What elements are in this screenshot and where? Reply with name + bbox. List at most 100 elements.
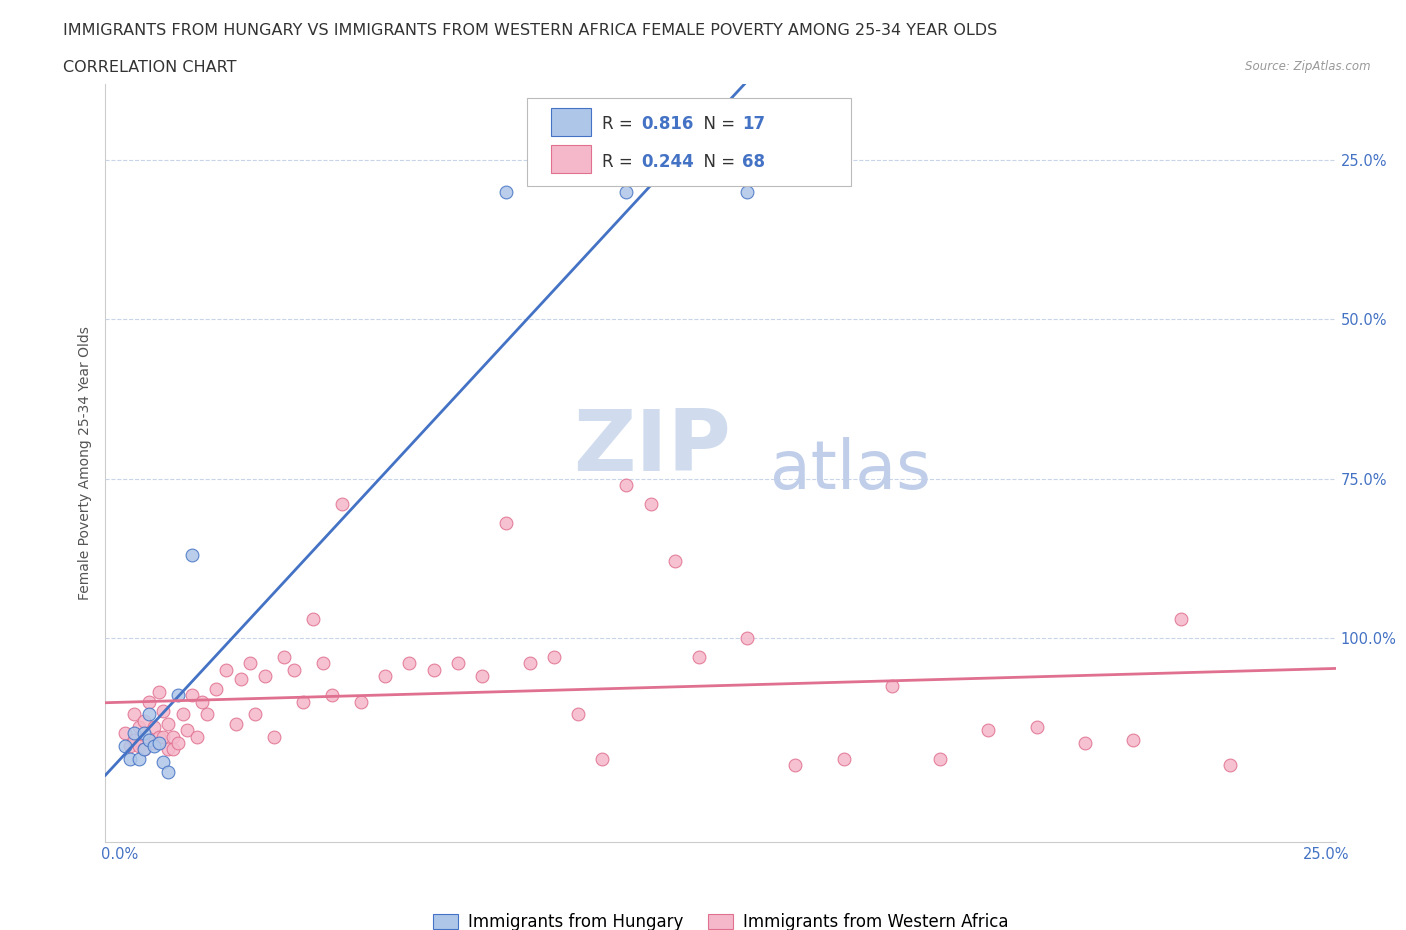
Text: N =: N = (693, 115, 741, 133)
Point (138, 694, 160, 709)
Point (166, 687, 188, 702)
Point (138, 732, 160, 747)
Point (1025, 720, 1047, 735)
Point (138, 707, 160, 722)
Point (172, 707, 194, 722)
Point (195, 707, 218, 722)
Text: 0.816: 0.816 (641, 115, 693, 133)
Point (243, 707, 266, 722)
Point (142, 720, 165, 735)
Point (495, 516, 517, 531)
Y-axis label: Female Poverty Among 25-34 Year Olds: Female Poverty Among 25-34 Year Olds (79, 326, 93, 600)
Point (181, 548, 204, 563)
Point (567, 707, 589, 722)
Point (148, 729, 170, 744)
Point (128, 751, 150, 766)
Point (292, 694, 315, 709)
Point (543, 649, 565, 664)
Point (1170, 611, 1192, 626)
Point (114, 726, 136, 741)
Point (446, 656, 468, 671)
Point (124, 707, 146, 722)
Point (132, 742, 155, 757)
Point (157, 716, 180, 731)
Point (471, 669, 494, 684)
Text: R =: R = (602, 153, 638, 170)
Point (735, 631, 758, 645)
Point (162, 742, 184, 757)
Point (880, 678, 903, 693)
Point (128, 720, 150, 735)
Point (929, 751, 952, 766)
Point (152, 754, 174, 769)
Point (422, 662, 444, 677)
Point (283, 662, 305, 677)
Text: 0.244: 0.244 (641, 153, 695, 170)
Point (162, 729, 184, 744)
Point (148, 736, 170, 751)
Point (664, 554, 686, 569)
Point (374, 669, 396, 684)
Point (181, 687, 204, 702)
Point (148, 684, 170, 699)
Point (688, 649, 710, 664)
Point (166, 736, 188, 751)
Point (735, 184, 758, 199)
Point (1219, 758, 1241, 773)
Point (215, 662, 238, 677)
Point (128, 738, 150, 753)
Text: atlas: atlas (770, 437, 931, 503)
Point (977, 723, 1000, 737)
Point (302, 611, 325, 626)
Point (142, 738, 165, 753)
Point (114, 738, 136, 753)
Point (132, 726, 155, 741)
Point (640, 497, 662, 512)
Point (124, 732, 146, 747)
Point (152, 729, 174, 744)
Point (225, 716, 247, 731)
Point (591, 751, 613, 766)
Point (350, 694, 373, 709)
Text: 17: 17 (742, 115, 765, 133)
Point (785, 758, 807, 773)
Legend: Immigrants from Hungary, Immigrants from Western Africa: Immigrants from Hungary, Immigrants from… (426, 907, 1015, 930)
Point (132, 713, 155, 728)
Point (229, 671, 252, 686)
Point (253, 669, 276, 684)
Point (330, 497, 353, 512)
Point (321, 687, 343, 702)
Point (157, 742, 180, 757)
Text: R =: R = (602, 115, 638, 133)
Point (124, 726, 146, 741)
Point (138, 732, 160, 747)
Point (152, 704, 174, 719)
Point (205, 682, 228, 697)
Point (1074, 736, 1097, 751)
Text: 68: 68 (742, 153, 765, 170)
Point (176, 723, 198, 737)
Text: Source: ZipAtlas.com: Source: ZipAtlas.com (1246, 60, 1371, 73)
Point (118, 751, 141, 766)
Point (157, 764, 180, 779)
Point (832, 751, 855, 766)
Point (519, 656, 541, 671)
Point (239, 656, 262, 671)
Point (118, 738, 141, 753)
Point (1122, 732, 1144, 747)
Point (616, 477, 638, 492)
Point (142, 736, 165, 751)
Text: CORRELATION CHART: CORRELATION CHART (63, 60, 236, 75)
Point (398, 656, 420, 671)
Point (132, 742, 155, 757)
Point (186, 729, 208, 744)
Point (311, 656, 333, 671)
Point (495, 184, 517, 199)
Text: IMMIGRANTS FROM HUNGARY VS IMMIGRANTS FROM WESTERN AFRICA FEMALE POVERTY AMONG 2: IMMIGRANTS FROM HUNGARY VS IMMIGRANTS FR… (63, 23, 997, 38)
Point (263, 729, 285, 744)
Point (273, 649, 295, 664)
Text: N =: N = (693, 153, 741, 170)
Point (616, 184, 638, 199)
Point (191, 694, 214, 709)
Text: ZIP: ZIP (574, 406, 731, 489)
